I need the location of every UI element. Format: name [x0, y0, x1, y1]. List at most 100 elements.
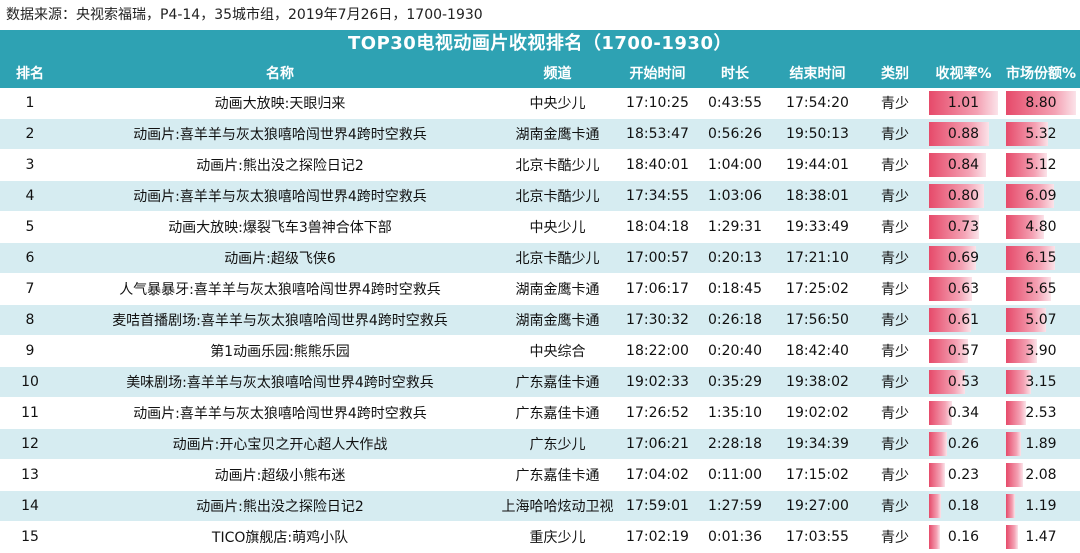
cell-category: 青少: [865, 428, 925, 460]
cell-rank: 7: [0, 273, 60, 305]
cell-share-value: 6.15: [1025, 250, 1057, 266]
cell-start-time: 18:22:00: [615, 335, 700, 367]
cell-category: 青少: [865, 335, 925, 367]
cell-rating-value: 0.63: [947, 281, 980, 297]
table-row: 5 动画大放映:爆裂飞车3兽神合体下部 中央少儿 18:04:18 1:29:31 19:…: [0, 211, 1080, 243]
table-row: 9 第1动画乐园:熊熊乐园 中央综合 18:22:00 0:20:40 18:42:40 青…: [0, 335, 1080, 367]
table-row: 12 动画片:开心宝贝之开心超人大作战 广东少儿 17:06:21 2:28:18 19:…: [0, 428, 1080, 460]
cell-rank: 4: [0, 180, 60, 212]
cell-share-bar: [1006, 308, 1047, 332]
cell-share-value: 3.15: [1025, 374, 1057, 390]
cell-channel: 中央少儿: [500, 211, 615, 243]
cell-name: 人气暴暴牙:喜羊羊与灰太狼嘻哈闯世界4跨时空救兵: [60, 273, 500, 305]
cell-rank: 10: [0, 366, 60, 398]
cell-rating: 0.88: [925, 118, 1002, 150]
cell-rating-value: 0.73: [947, 219, 980, 235]
cell-share-bar: [1006, 401, 1027, 425]
header-rating: 收视率%: [935, 66, 992, 82]
table-row: 14 动画片:熊出没之探险日记2 上海哈哈炫动卫视 17:59:01 1:27:59 19…: [0, 490, 1080, 522]
cell-duration: 1:04:00: [700, 149, 770, 181]
cell-channel: 湖南金鹰卡通: [500, 273, 615, 305]
cell-share: 4.80: [1002, 211, 1080, 243]
cell-channel: 北京卡酷少儿: [500, 149, 615, 181]
cell-end-time: 19:34:39: [770, 428, 865, 460]
cell-end-time: 19:38:02: [770, 366, 865, 398]
cell-end-time: 17:21:10: [770, 242, 865, 274]
cell-name: 第1动画乐园:熊熊乐园: [60, 335, 500, 367]
cell-category: 青少: [865, 459, 925, 491]
ratings-table: 排名 名称 频道 开始时间 时长 结束时间 类别 收视率% 市场份额% 1 动画大…: [0, 58, 1080, 553]
cell-share-value: 1.19: [1025, 498, 1057, 514]
cell-name: 麦咭首播剧场:喜羊羊与灰太狼嘻哈闯世界4跨时空救兵: [60, 304, 500, 336]
cell-rating-bar: [929, 184, 984, 208]
cell-start-time: 19:02:33: [615, 366, 700, 398]
cell-channel: 湖南金鹰卡通: [500, 118, 615, 150]
cell-name: 动画片:喜羊羊与灰太狼嘻哈闯世界4跨时空救兵: [60, 397, 500, 429]
cell-share-bar: [1006, 91, 1076, 115]
cell-category: 青少: [865, 149, 925, 181]
cell-start-time: 17:30:32: [615, 304, 700, 336]
cell-rating-value: 0.23: [947, 467, 980, 483]
cell-end-time: 18:38:01: [770, 180, 865, 212]
cell-share: 5.65: [1002, 273, 1080, 305]
cell-share: 3.90: [1002, 335, 1080, 367]
cell-start-time: 17:04:02: [615, 459, 700, 491]
cell-category: 青少: [865, 180, 925, 212]
cell-name: 动画片:超级飞侠6: [60, 242, 500, 274]
cell-rating: 0.16: [925, 521, 1002, 553]
cell-duration: 1:27:59: [700, 490, 770, 522]
cell-category: 青少: [865, 118, 925, 150]
cell-category: 青少: [865, 242, 925, 274]
cell-duration: 0:43:55: [700, 88, 770, 119]
cell-share-value: 5.65: [1025, 281, 1057, 297]
cell-start-time: 17:34:55: [615, 180, 700, 212]
cell-end-time: 17:15:02: [770, 459, 865, 491]
data-source-note: 数据来源：央视索福瑞，P4-14，35城市组，2019年7月26日，1700-1…: [6, 7, 483, 23]
cell-name: 动画大放映:爆裂飞车3兽神合体下部: [60, 211, 500, 243]
cell-channel: 广东少儿: [500, 428, 615, 460]
cell-start-time: 17:06:17: [615, 273, 700, 305]
cell-name: 动画片:熊出没之探险日记2: [60, 149, 500, 181]
cell-start-time: 17:10:25: [615, 88, 700, 119]
cell-rating: 0.63: [925, 273, 1002, 305]
cell-rating-value: 0.53: [947, 374, 980, 390]
cell-rating-value: 0.18: [947, 498, 980, 514]
cell-category: 青少: [865, 397, 925, 429]
cell-share-value: 8.80: [1025, 95, 1057, 111]
cell-rank: 9: [0, 335, 60, 367]
cell-channel: 中央少儿: [500, 88, 615, 119]
cell-rating-bar: [929, 308, 971, 332]
cell-rank: 5: [0, 211, 60, 243]
cell-rank: 6: [0, 242, 60, 274]
cell-name: 动画片:超级小熊布迷: [60, 459, 500, 491]
cell-share-bar: [1006, 525, 1018, 549]
cell-rating: 0.61: [925, 304, 1002, 336]
cell-rating-value: 0.88: [947, 126, 980, 142]
cell-end-time: 17:03:55: [770, 521, 865, 553]
cell-rating-bar: [929, 432, 947, 456]
cell-rating: 0.69: [925, 242, 1002, 274]
header-name: 名称: [266, 66, 294, 82]
cell-channel: 广东嘉佳卡通: [500, 459, 615, 491]
cell-category: 青少: [865, 490, 925, 522]
cell-start-time: 17:26:52: [615, 397, 700, 429]
cell-duration: 0:01:36: [700, 521, 770, 553]
cell-share-bar: [1006, 277, 1051, 301]
cell-share-bar: [1006, 184, 1055, 208]
cell-end-time: 17:56:50: [770, 304, 865, 336]
cell-share-value: 1.47: [1025, 529, 1057, 545]
cell-duration: 1:29:31: [700, 211, 770, 243]
cell-share: 8.80: [1002, 88, 1080, 119]
cell-share: 2.08: [1002, 459, 1080, 491]
cell-share: 5.07: [1002, 304, 1080, 336]
cell-name: 动画大放映:天眼归来: [60, 88, 500, 119]
cell-category: 青少: [865, 88, 925, 119]
cell-start-time: 18:53:47: [615, 118, 700, 150]
cell-share-bar: [1006, 215, 1045, 239]
cell-rating-bar: [929, 339, 968, 363]
cell-rating-bar: [929, 494, 942, 518]
cell-rating-bar: [929, 122, 990, 146]
cell-share-value: 2.53: [1025, 405, 1057, 421]
cell-start-time: 18:40:01: [615, 149, 700, 181]
cell-name: 美味剧场:喜羊羊与灰太狼嘻哈闯世界4跨时空救兵: [60, 366, 500, 398]
